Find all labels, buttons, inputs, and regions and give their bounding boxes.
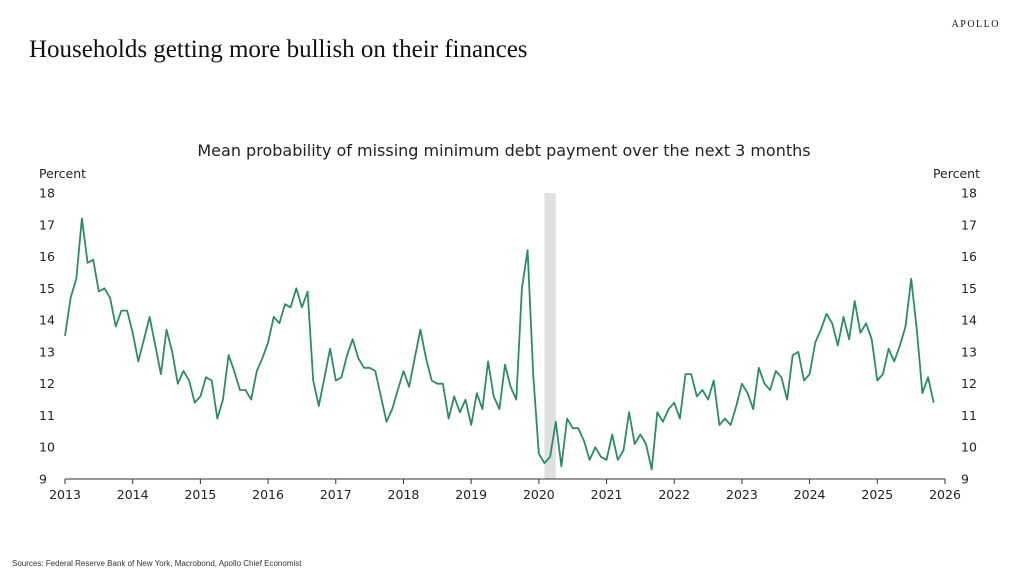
y-tick-label-right: 12 — [961, 376, 977, 391]
x-tick-label: 2013 — [49, 487, 81, 502]
y-tick-label-right: 13 — [961, 344, 977, 359]
x-tick-label: 2023 — [726, 487, 758, 502]
x-tick-label: 2016 — [252, 487, 284, 502]
y-tick-label-left: 12 — [39, 376, 55, 391]
y-tick-label-left: 9 — [39, 472, 47, 487]
x-tick-label: 2025 — [861, 487, 893, 502]
y-tick-label-right: 17 — [961, 217, 977, 232]
series-line — [64, 217, 935, 471]
x-tick-label: 2022 — [658, 487, 690, 502]
x-tick-label: 2019 — [455, 487, 487, 502]
y-tick-label-right: 9 — [961, 472, 969, 487]
y-tick-label-left: 17 — [39, 217, 55, 232]
y-axis-label-left: Percent — [39, 166, 86, 181]
brand-logo: APOLLO — [951, 19, 1000, 30]
y-tick-label-right: 16 — [961, 249, 977, 264]
sources-note: Sources: Federal Reserve Bank of New Yor… — [12, 559, 302, 568]
y-tick-label-right: 18 — [961, 186, 977, 201]
chart-title: Mean probability of missing minimum debt… — [197, 141, 811, 160]
y-tick-label-right: 15 — [961, 281, 977, 296]
y-tick-label-left: 10 — [39, 440, 55, 455]
page-title: Households getting more bullish on their… — [29, 36, 528, 63]
y-tick-label-left: 15 — [39, 281, 55, 296]
x-tick-label: 2026 — [929, 487, 961, 502]
y-tick-label-right: 10 — [961, 440, 977, 455]
x-tick-label: 2014 — [117, 487, 149, 502]
y-tick-label-right: 14 — [961, 313, 977, 328]
y-tick-label-right: 11 — [961, 408, 977, 423]
y-tick-label-left: 18 — [39, 186, 55, 201]
x-tick-label: 2021 — [591, 487, 623, 502]
y-tick-label-left: 16 — [39, 249, 55, 264]
x-tick-label: 2020 — [523, 487, 555, 502]
y-tick-label-left: 13 — [39, 344, 55, 359]
x-tick-label: 2017 — [320, 487, 352, 502]
x-tick-label: 2015 — [184, 487, 216, 502]
x-tick-label: 2018 — [388, 487, 420, 502]
y-tick-label-left: 11 — [39, 408, 55, 423]
y-tick-label-left: 14 — [39, 313, 55, 328]
y-axis-label-right: Percent — [933, 166, 980, 181]
x-tick-label: 2024 — [794, 487, 826, 502]
recession-shading — [544, 193, 556, 479]
